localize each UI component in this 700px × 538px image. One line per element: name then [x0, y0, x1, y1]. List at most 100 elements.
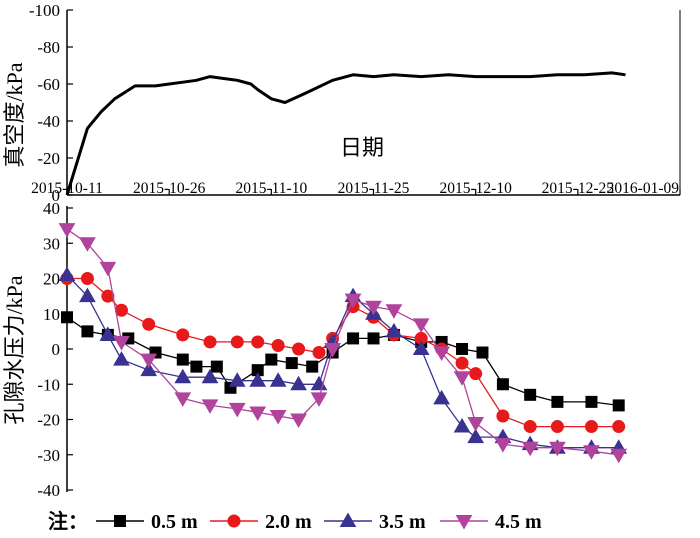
series-point — [469, 367, 483, 381]
legend-label: 3.5 m — [379, 511, 426, 533]
vacuum-y-ticks: -100 -80 -60 -40 -20 0 — [29, 1, 73, 205]
date-tick-label: 2015-12-25 — [542, 180, 615, 197]
legend-marker — [227, 514, 241, 528]
series-point — [249, 372, 267, 387]
series-circle — [60, 272, 626, 434]
series-point — [140, 361, 158, 377]
series-point — [610, 448, 628, 464]
series-point — [176, 353, 189, 366]
series-triangle-down — [58, 223, 628, 464]
series-point — [549, 441, 566, 457]
series-point — [467, 428, 485, 444]
series-point — [174, 368, 192, 384]
series-point — [174, 392, 192, 407]
date-tick-label: 2015-11-10 — [235, 180, 307, 197]
series-point — [61, 311, 73, 324]
vacuum-y-tick-label: -100 — [29, 1, 60, 20]
pressure-y-tick-label: -10 — [37, 375, 60, 394]
vacuum-series-line — [65, 71, 626, 196]
series-point — [292, 342, 306, 356]
legend-label: 0.5 m — [151, 511, 198, 533]
series-point — [285, 357, 298, 370]
pressure-y-tick-label: -30 — [37, 446, 60, 465]
series-point — [433, 346, 450, 362]
series-point — [453, 371, 471, 386]
series-point — [142, 317, 156, 331]
series-point — [455, 356, 469, 370]
series-point — [523, 420, 537, 434]
series-point — [79, 237, 96, 252]
series-point — [433, 389, 450, 405]
series-point — [585, 395, 598, 408]
series-point — [583, 445, 600, 460]
legend-label: 2.0 m — [265, 511, 312, 533]
legend-label: 4.5 m — [495, 511, 542, 533]
vacuum-y-tick-label: -60 — [37, 75, 60, 94]
vacuum-y-axis-title: 真空度/kPa — [2, 62, 27, 167]
date-tick-label: 2015-10-26 — [133, 180, 206, 197]
series-point — [412, 340, 430, 355]
series-point — [114, 303, 128, 317]
legend: 注： 0.5 m 2.0 m 3.5 m 4.5 m — [48, 509, 542, 533]
date-tick-label: 2015-11-25 — [338, 180, 410, 197]
series-point — [476, 346, 489, 359]
series-point — [612, 399, 625, 412]
series-point — [524, 388, 537, 401]
series-point — [80, 272, 94, 285]
series-point — [113, 351, 130, 366]
series-point — [344, 293, 362, 309]
series-point — [347, 332, 360, 345]
series-point — [176, 328, 190, 342]
pressure-y-tick-label: -40 — [37, 481, 60, 500]
series-point — [412, 318, 430, 333]
series-point — [310, 392, 328, 407]
series-point — [201, 368, 219, 384]
pressure-y-tick-label: 20 — [43, 270, 60, 289]
series-point — [149, 346, 162, 359]
series-point — [190, 360, 203, 373]
series-point — [494, 438, 512, 453]
series-point — [269, 409, 287, 425]
vacuum-y-tick-label: -80 — [37, 38, 60, 57]
series-point — [113, 335, 130, 351]
series-point — [550, 420, 564, 434]
series-point — [228, 372, 246, 387]
pressure-y-tick-label: 40 — [43, 199, 60, 218]
series-point — [81, 325, 94, 338]
series-point — [453, 418, 471, 433]
pressure-y-tick-label: 30 — [43, 234, 60, 253]
pressure-y-axis-title: 孔隙水压力/kPa — [2, 275, 27, 424]
series-point — [521, 441, 539, 457]
series-point — [290, 375, 307, 391]
series-point — [99, 326, 117, 341]
series-point — [612, 420, 626, 434]
vacuum-y-tick-label: -20 — [37, 149, 60, 168]
series-point — [201, 399, 219, 414]
series-point — [249, 406, 267, 421]
legend-prefix: 注： — [48, 509, 88, 533]
series-point — [79, 287, 96, 303]
series-point — [551, 395, 564, 408]
pressure-y-ticks: 40 30 20 10 0 -10 -20 -30 -40 — [37, 199, 73, 500]
series-point — [271, 338, 285, 352]
series-point — [456, 343, 469, 355]
series-point — [203, 335, 217, 349]
series-point — [58, 223, 76, 238]
pressure-series — [58, 223, 628, 464]
pore-pressure-panel: 40 30 20 10 0 -10 -20 -30 -40 孔隙水压力/kPa — [2, 199, 628, 500]
series-point — [367, 332, 380, 345]
series-point — [140, 353, 158, 369]
series-point — [58, 266, 76, 281]
series-point — [230, 335, 244, 349]
vacuum-y-tick-label: -40 — [37, 112, 60, 131]
pressure-y-tick-label: 0 — [52, 340, 61, 359]
legend-marker — [455, 515, 473, 530]
series-point — [496, 378, 509, 391]
series-point — [385, 304, 403, 319]
date-tick-label: 2015-10-11 — [31, 180, 103, 197]
series-point — [496, 409, 510, 423]
series-point — [224, 381, 237, 394]
series-point — [365, 300, 382, 316]
series-point — [101, 289, 115, 303]
